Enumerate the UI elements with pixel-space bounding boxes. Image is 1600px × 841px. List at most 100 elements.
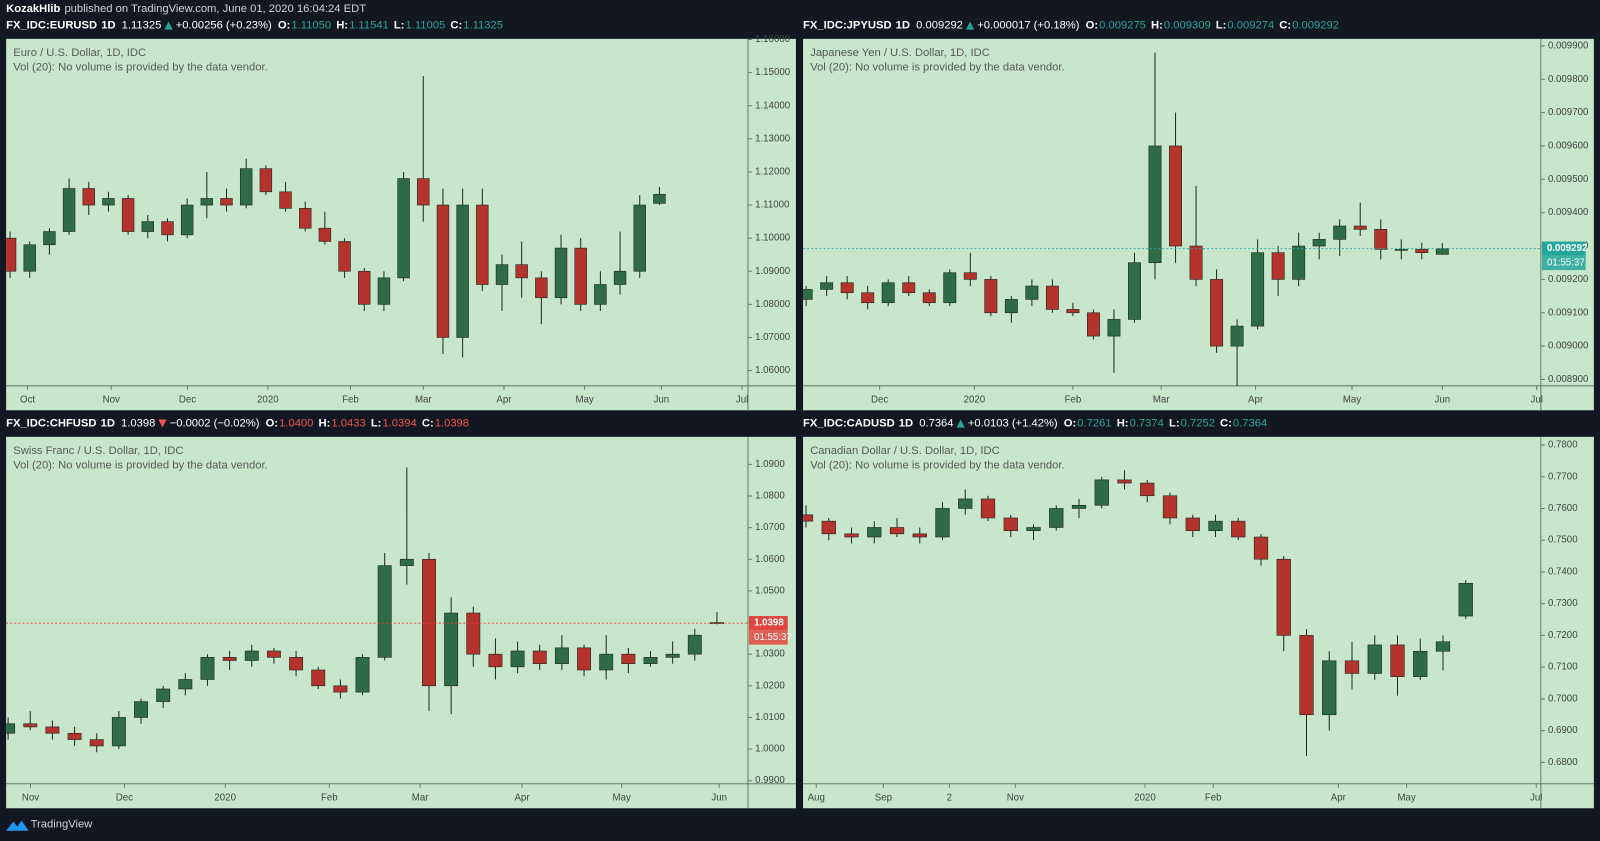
candle-body <box>1148 145 1162 264</box>
candle-body <box>1230 325 1244 347</box>
candle-body <box>397 178 410 279</box>
countdown: 01:55:37 <box>754 632 792 643</box>
candle-body <box>803 514 814 522</box>
change-arrow <box>965 21 975 30</box>
y-tick-label: 1.12000 <box>755 167 791 178</box>
last-price: 1.0398 <box>121 418 155 430</box>
candle-body <box>1367 644 1382 674</box>
candle-body <box>577 647 591 671</box>
y-tick-label: 1.0100 <box>755 712 785 723</box>
change-arrow <box>164 21 173 30</box>
footer-brand[interactable]: TradingView <box>31 819 94 831</box>
x-tick-label: Dec <box>871 395 888 406</box>
x-tick-label: 2 <box>947 793 952 804</box>
ohlc-value: 1.11541 <box>349 20 389 32</box>
x-tick-label: May <box>613 793 631 804</box>
candle-body <box>1169 145 1182 247</box>
chart-subtitle: Vol (20): No volume is provided by the d… <box>13 61 267 73</box>
candle-body <box>1458 583 1473 617</box>
interval: 1D <box>101 418 115 430</box>
interval: 1D <box>899 418 913 430</box>
candle-body <box>89 739 104 747</box>
candle-body <box>922 292 936 304</box>
price-change: +0.00256 (+0.23%) <box>176 20 272 32</box>
candles <box>803 470 1473 756</box>
last-price: 0.7364 <box>919 418 953 430</box>
chart-subtitle: Vol (20): No volume is provided by the d… <box>810 61 1064 73</box>
candle-body <box>633 204 646 272</box>
y-tick-label: 0.009700 <box>1548 107 1589 118</box>
y-tick-label: 0.009100 <box>1548 307 1589 318</box>
y-tick-label: 0.7800 <box>1548 440 1578 451</box>
candle-body <box>599 653 614 671</box>
x-tick-label: Aug <box>808 793 825 804</box>
candle-body <box>1344 660 1360 674</box>
price-change: −0.0002 (−0.02%) <box>170 418 260 430</box>
x-tick-label: Jun <box>654 395 670 406</box>
candle-body <box>867 527 882 538</box>
candle-body <box>1189 245 1203 280</box>
last-price: 0.009292 <box>916 20 963 32</box>
tradingview-logo[interactable] <box>6 820 29 831</box>
x-tick-label: 2020 <box>964 395 986 406</box>
ohlc-label: O: <box>1086 20 1098 32</box>
candle-body <box>861 292 875 304</box>
y-tick-label: 0.9900 <box>755 775 785 786</box>
candle-body <box>358 270 371 305</box>
candle-body <box>820 282 834 290</box>
ohlc-value: 0.009274 <box>1227 20 1274 32</box>
candle-body <box>1231 520 1246 538</box>
candles <box>6 467 724 753</box>
y-tick-label: 0.009600 <box>1548 141 1589 152</box>
candle-body <box>1415 249 1429 254</box>
ohlc-value: 1.0433 <box>331 418 365 430</box>
candle-body <box>43 231 56 246</box>
y-tick-label: 1.0600 <box>755 554 785 565</box>
x-tick-label: 2020 <box>214 793 236 804</box>
y-tick-label: 1.08000 <box>755 299 791 310</box>
y-tick-label: 1.15000 <box>755 67 791 78</box>
candle-body <box>1004 299 1018 314</box>
ohlc-label: C: <box>1279 20 1291 32</box>
candle-body <box>1026 527 1041 531</box>
candle-body <box>318 227 332 242</box>
candle-body <box>1276 558 1291 636</box>
countdown-bg <box>748 630 788 645</box>
candle-body <box>200 198 214 206</box>
candle-body <box>1333 225 1347 240</box>
price-change: +0.000017 (+0.18%) <box>977 20 1080 32</box>
x-tick-label: Apr <box>1248 395 1264 406</box>
candle-body <box>121 198 135 232</box>
symbol: FX_IDC:CHFUSD <box>6 418 96 430</box>
candle-body <box>902 282 916 294</box>
chart-subtitle: Vol (20): No volume is provided by the d… <box>810 459 1064 471</box>
ohlc-value: 0.7252 <box>1181 418 1215 430</box>
x-tick-label: Apr <box>1331 793 1347 804</box>
ohlc-label: H: <box>336 20 348 32</box>
candle-body <box>935 508 950 538</box>
ohlc-value: 1.11005 <box>406 20 446 32</box>
price-tag-bg <box>748 616 788 631</box>
candle-body <box>984 279 998 314</box>
candle-body <box>399 558 414 566</box>
candle-body <box>102 198 115 206</box>
candle-body <box>178 679 193 690</box>
candle-body <box>377 277 391 305</box>
x-tick-label: 2020 <box>1134 793 1156 804</box>
x-tick-label: Mar <box>415 395 432 406</box>
candle-body <box>141 221 155 232</box>
candle-body <box>244 650 259 661</box>
candle-body <box>111 717 126 747</box>
chart-title: Euro / U.S. Dollar, 1D, IDC <box>13 47 146 59</box>
candle-body <box>279 191 292 209</box>
last-price: 1.11325 <box>122 20 162 32</box>
candle-body <box>653 193 666 204</box>
candle-body <box>1292 245 1306 280</box>
y-tick-label: 1.14000 <box>755 100 791 111</box>
x-tick-label: Mar <box>412 793 429 804</box>
candle-body <box>289 657 304 671</box>
candle-body <box>980 498 996 519</box>
interval: 1D <box>101 20 115 32</box>
change-arrow <box>158 419 167 428</box>
symbol: FX_IDC:CADUSD <box>803 418 895 430</box>
